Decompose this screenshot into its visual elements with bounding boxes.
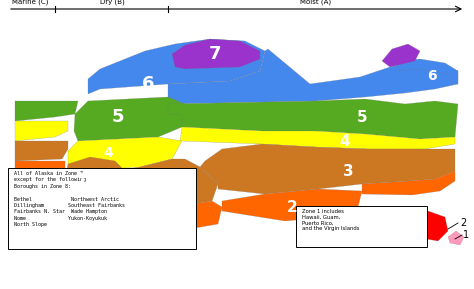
Polygon shape [168,99,458,139]
Polygon shape [15,141,68,161]
Text: 7: 7 [209,45,221,63]
Polygon shape [448,231,464,245]
Polygon shape [74,97,185,141]
FancyBboxPatch shape [297,205,428,247]
Polygon shape [15,161,65,181]
Polygon shape [395,59,458,84]
Polygon shape [88,39,265,94]
Polygon shape [362,171,455,195]
Text: 4: 4 [103,146,113,160]
Polygon shape [15,179,68,197]
Text: 2: 2 [460,218,466,228]
Polygon shape [200,144,455,194]
Text: 2: 2 [287,199,297,214]
Polygon shape [15,101,78,121]
Text: Marine (C): Marine (C) [12,0,48,5]
Text: Zone 1 includes
Hawaii, Guam,
Puerto Rico,
and the Virgin Islands: Zone 1 includes Hawaii, Guam, Puerto Ric… [302,209,359,231]
Text: 3: 3 [343,164,353,179]
Polygon shape [95,159,218,207]
Text: 6: 6 [427,69,437,83]
Polygon shape [68,137,182,171]
Text: Dry (B): Dry (B) [100,0,124,5]
Polygon shape [15,121,68,141]
Polygon shape [65,157,125,199]
Polygon shape [415,211,448,241]
Polygon shape [382,44,420,67]
Text: 4: 4 [340,134,350,149]
Text: 2: 2 [157,212,167,226]
Text: 5: 5 [112,108,124,126]
Text: 6: 6 [142,75,154,93]
Text: 3: 3 [75,172,85,186]
Polygon shape [172,39,260,69]
Text: 1: 1 [463,230,469,240]
FancyBboxPatch shape [9,168,197,249]
Text: Moist (A): Moist (A) [301,0,331,5]
Text: All of Alaska in Zone 7
except for the following
Boroughs in Zone 8:

Bethel    : All of Alaska in Zone 7 except for the f… [14,171,125,227]
Polygon shape [180,127,455,149]
Polygon shape [222,189,362,221]
Text: 5: 5 [357,110,367,125]
Polygon shape [118,201,222,231]
Polygon shape [168,49,458,104]
